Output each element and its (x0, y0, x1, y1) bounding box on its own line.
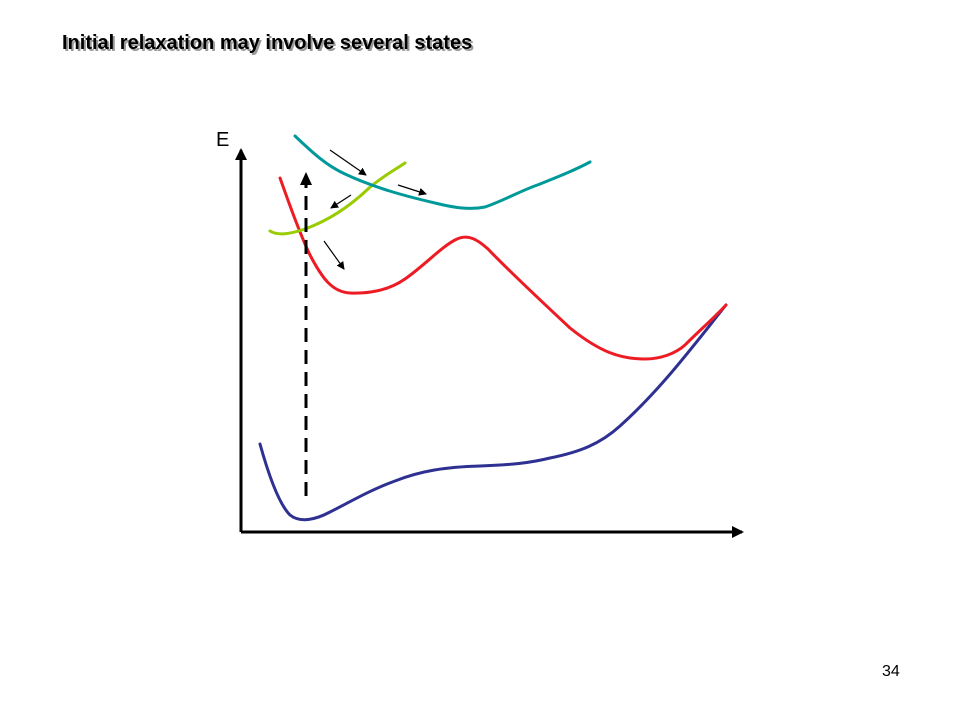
green-excited-state-curve (268, 161, 407, 236)
excitation-arrowhead (300, 172, 312, 185)
page-number: 34 (882, 663, 900, 680)
teal-excited-state-curve (293, 134, 592, 210)
y-axis-label: E (216, 129, 229, 151)
slide-title: Initial relaxation may involve several s… (62, 32, 473, 54)
relaxation-arrow-3 (330, 194, 352, 209)
relaxation-arrow-2 (397, 184, 427, 196)
red-excited-state-curve (278, 176, 728, 361)
relaxation-arrow-1 (329, 149, 367, 176)
ground-state-curve (258, 303, 728, 522)
relaxation-arrow-4 (323, 240, 345, 270)
